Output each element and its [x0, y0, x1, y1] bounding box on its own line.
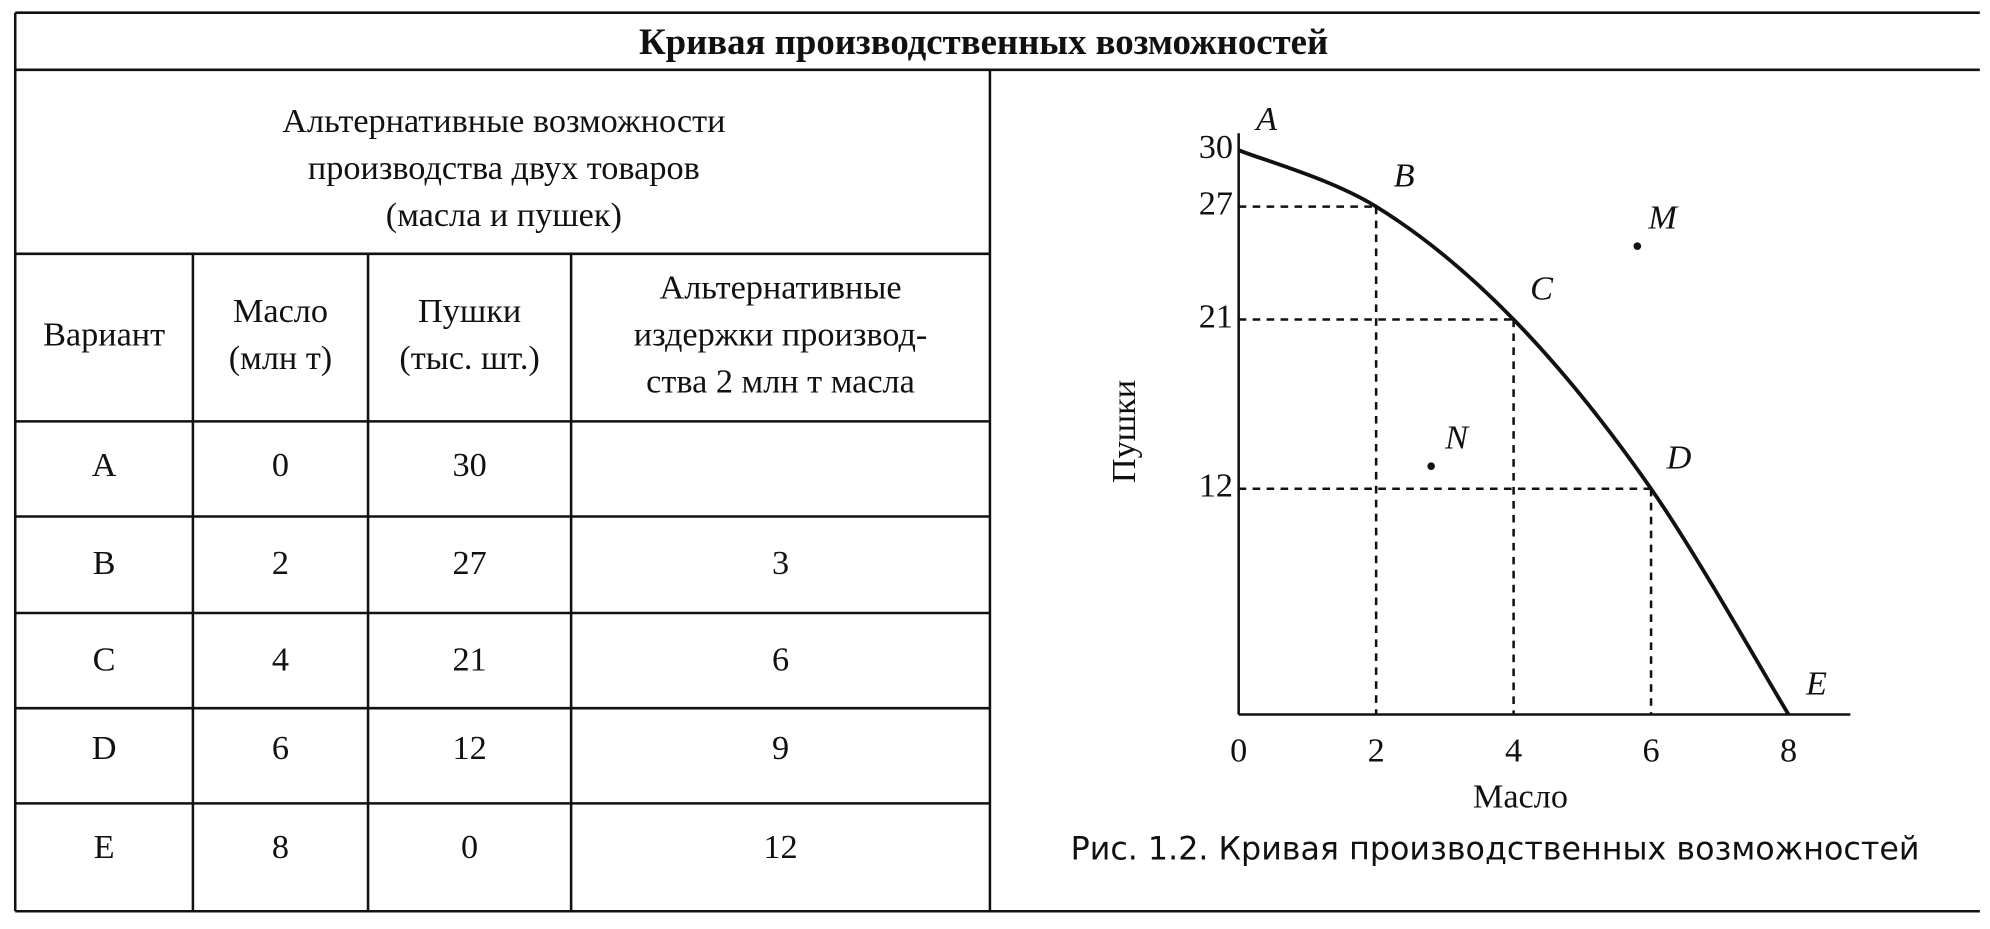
point-label: B — [1394, 157, 1415, 195]
table-cell: 12 — [763, 828, 797, 866]
column-header: Масло — [233, 292, 328, 330]
table-cell: 30 — [452, 446, 486, 484]
ppf-curve — [1237, 148, 1791, 716]
table-cell: 8 — [272, 828, 289, 866]
x-tick-label: 2 — [1368, 732, 1385, 770]
table-cell: 12 — [452, 729, 486, 767]
column-header: Альтернативные — [659, 268, 901, 306]
table-cell: 27 — [452, 544, 486, 582]
group-header: (масла и пушек) — [386, 196, 622, 234]
y-axis-label: Пушки — [1105, 380, 1143, 483]
table-cell: A — [92, 446, 117, 484]
column-header: (млн т) — [229, 339, 332, 377]
table-cell: 6 — [772, 640, 789, 678]
y-tick-label: 21 — [1199, 297, 1233, 335]
column-header: ства 2 млн т масла — [646, 362, 915, 400]
column-header: (тыс. шт.) — [399, 339, 539, 377]
group-header: Альтернативные возможности — [282, 102, 725, 140]
point-label: D — [1666, 439, 1692, 477]
extra-point-label: M — [1647, 199, 1679, 237]
x-axis-label: Масло — [1473, 777, 1568, 815]
y-tick-label: 12 — [1199, 467, 1233, 505]
table-cell: 0 — [272, 446, 289, 484]
table-cell: B — [93, 544, 116, 582]
extra-point — [1633, 242, 1642, 250]
table-cell: 0 — [461, 828, 478, 866]
table-cell: 3 — [772, 544, 789, 582]
point-label: A — [1254, 100, 1278, 138]
caption: Рис. 1.2. Кривая производственных возмож… — [1071, 831, 1920, 867]
column-header: Вариант — [43, 315, 165, 353]
extra-point — [1427, 462, 1435, 471]
x-tick-label: 6 — [1643, 732, 1660, 770]
table-cell: C — [93, 640, 116, 678]
x-tick-label: 0 — [1230, 732, 1247, 770]
table-cell: 2 — [272, 544, 289, 582]
table-cell: 4 — [272, 640, 289, 678]
y-tick-label: 30 — [1199, 128, 1233, 166]
page-title: Кривая производственных возможностей — [639, 21, 1328, 62]
point-label: E — [1805, 664, 1827, 702]
point-label: C — [1530, 269, 1554, 307]
table-cell: E — [94, 828, 115, 866]
column-header: Пушки — [418, 292, 521, 330]
extra-point-label: N — [1444, 419, 1470, 457]
group-header: производства двух товаров — [308, 149, 700, 187]
x-tick-label: 8 — [1780, 732, 1797, 770]
y-tick-label: 27 — [1199, 184, 1233, 222]
column-header: издержки производ- — [634, 315, 928, 353]
table-cell: D — [92, 729, 117, 767]
table-cell: 9 — [772, 729, 789, 767]
table-cell: 21 — [452, 640, 486, 678]
table-cell: 6 — [272, 729, 289, 767]
x-tick-label: 4 — [1505, 732, 1522, 770]
